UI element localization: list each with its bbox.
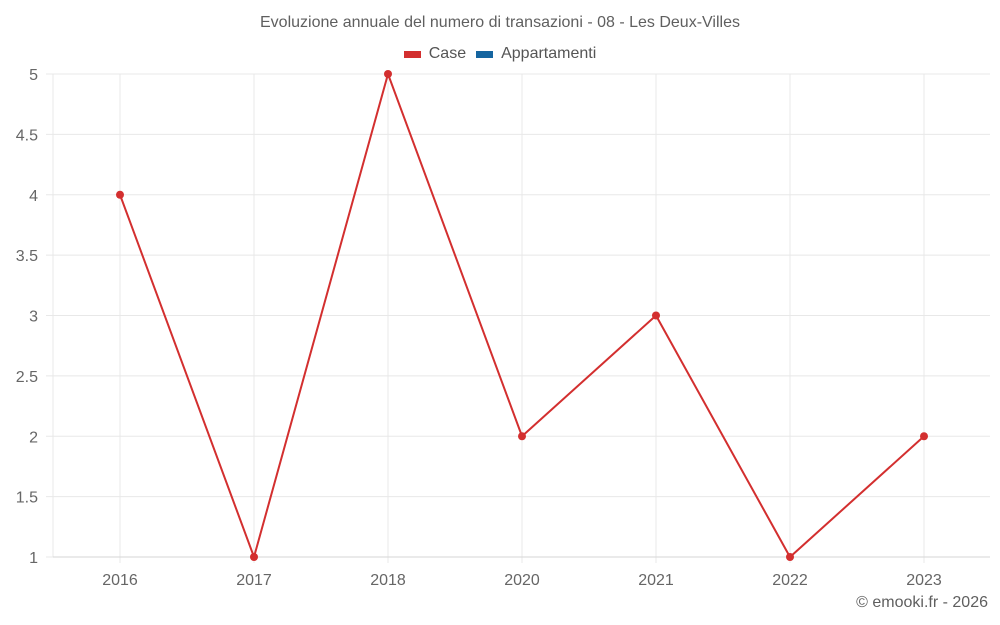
data-point[interactable]	[518, 432, 526, 441]
y-tick-label: 4	[29, 188, 38, 205]
x-tick-label: 2020	[504, 572, 540, 589]
data-point[interactable]	[384, 70, 392, 78]
legend-swatch-case	[403, 50, 421, 58]
legend-label-case: Case	[428, 45, 467, 62]
legend-label-appartamenti: Appartamenti	[501, 45, 597, 62]
chart-title: Evoluzione annuale del numero di transaz…	[260, 14, 740, 31]
y-tick-label: 3	[29, 309, 38, 326]
y-tick-label: 4.5	[16, 127, 38, 144]
x-tick-label: 2017	[236, 572, 272, 589]
data-point[interactable]	[116, 190, 124, 199]
x-tick-label: 2016	[102, 572, 138, 589]
y-tick-label: 1	[29, 550, 38, 567]
legend-item-case[interactable]: Case	[403, 45, 467, 63]
credit-text: © emooki.fr - 2026	[856, 594, 988, 611]
data-point[interactable]	[652, 311, 660, 320]
y-tick-label: 1.5	[16, 490, 38, 507]
y-tick-label: 3.5	[16, 248, 38, 265]
y-tick-label: 5	[29, 67, 38, 84]
data-point[interactable]	[786, 553, 794, 561]
x-tick-label: 2018	[370, 572, 406, 589]
y-tick-label: 2.5	[16, 369, 38, 386]
legend-item-appartamenti[interactable]: Appartamenti	[476, 45, 596, 63]
data-point[interactable]	[250, 553, 258, 561]
x-tick-label: 2023	[906, 572, 942, 589]
chart-legend: Case Appartamenti	[0, 45, 1000, 63]
y-tick-label: 2	[29, 429, 38, 446]
x-tick-label: 2021	[638, 572, 674, 589]
data-point[interactable]	[920, 432, 928, 441]
x-tick-label: 2022	[772, 572, 808, 589]
legend-swatch-appartamenti	[476, 50, 494, 58]
